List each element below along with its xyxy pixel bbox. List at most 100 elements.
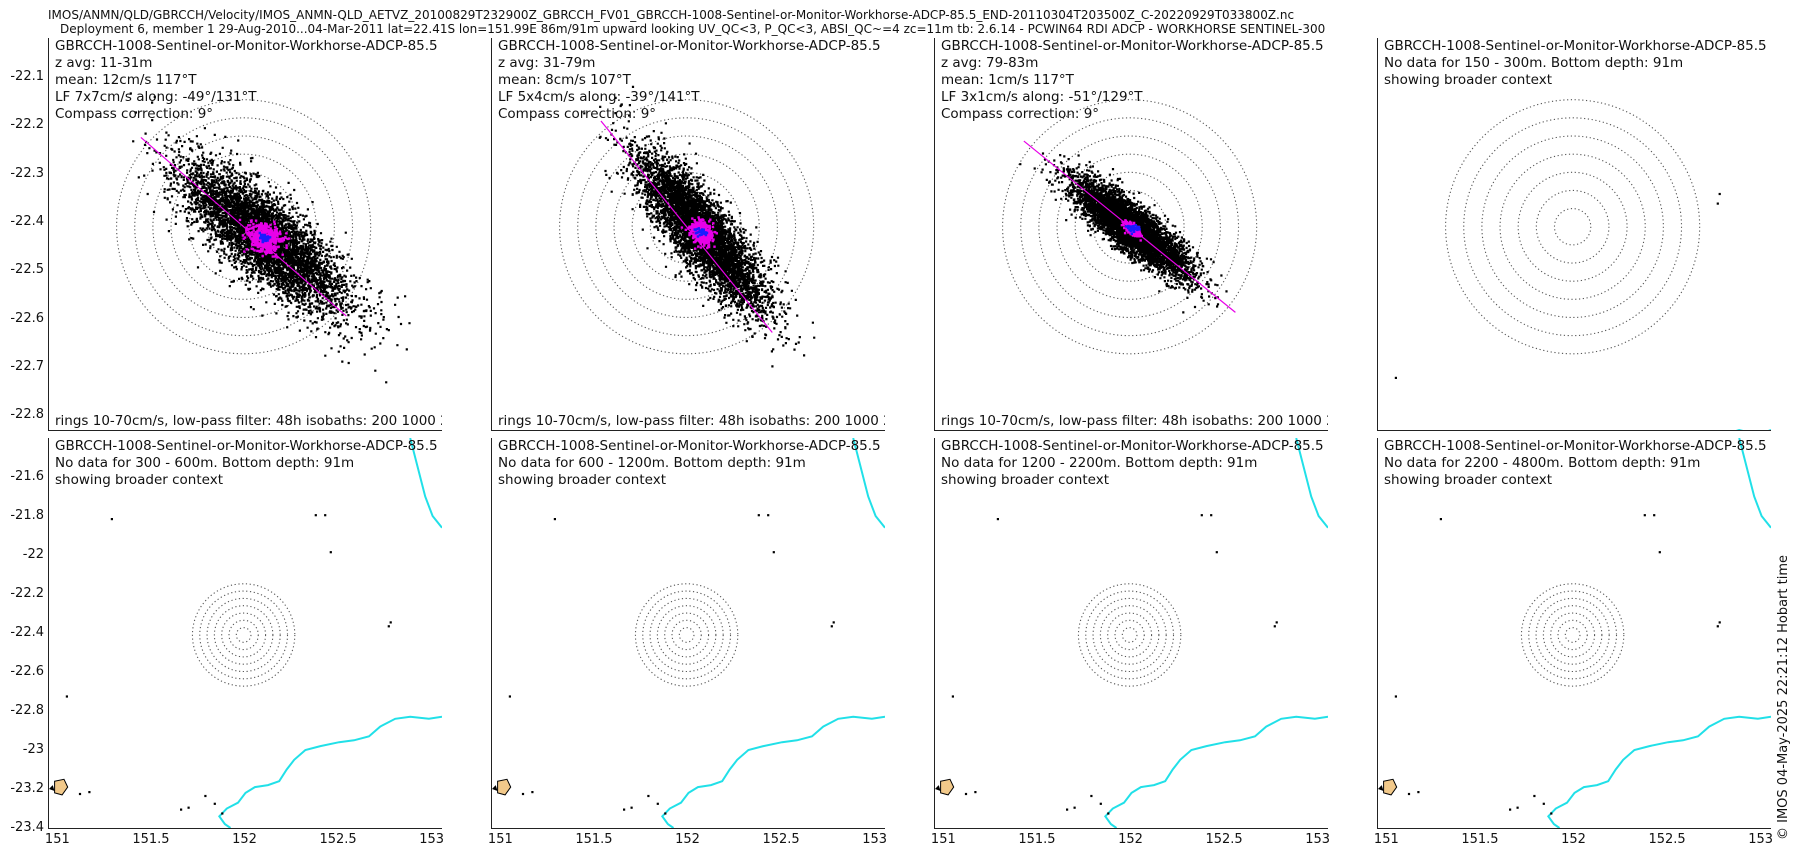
y-tick-label: -22.8 [10, 407, 44, 423]
mean-vector-points [258, 231, 272, 244]
subplot-context-map: GBRCCH-1008-Sentinel-or-Monitor-Workhors… [1377, 438, 1771, 829]
subplot-context-map: GBRCCH-1008-Sentinel-or-Monitor-Workhors… [48, 438, 442, 829]
annotation-line: Compass correction: 9° [941, 106, 1100, 122]
y-tick-label: -23.2 [10, 781, 44, 796]
annotation-line: showing broader context [1384, 72, 1553, 88]
ring-10cm-s [1564, 627, 1581, 643]
y-tick-label: -22.4 [10, 213, 44, 229]
y-tick-label: -21.8 [10, 508, 44, 523]
x-tick-label: 152 [1118, 832, 1143, 847]
credit-text: © IMOS 04-May-2025 22:21:12 Hobart time [1776, 555, 1791, 840]
annotation-line: showing broader context [55, 472, 224, 488]
ring-10cm-s [1121, 627, 1138, 643]
ring-10cm-s [1553, 208, 1592, 246]
x-tick-label: 152.5 [1205, 832, 1243, 847]
y-tick-label: -22.8 [10, 703, 44, 718]
ring-50cm-s [595, 135, 778, 319]
ring-60cm-s [1463, 117, 1683, 337]
ring-20cm-s [1114, 619, 1145, 651]
annotation-line: z avg: 11-31m [55, 55, 153, 71]
x-tick-label: 152.5 [762, 832, 800, 847]
annotation-line: mean: 12cm/s 117°T [55, 72, 197, 88]
subplot-annotation: GBRCCH-1008-Sentinel-or-Monitor-Workhors… [941, 38, 1324, 123]
annotation-line: No data for 600 - 1200m. Bottom depth: 9… [498, 455, 806, 471]
subplot-annotation: GBRCCH-1008-Sentinel-or-Monitor-Workhors… [55, 438, 438, 489]
x-tick-label: 152 [232, 832, 257, 847]
plot-area [1394, 99, 1771, 430]
y-tick-label: -23.4 [10, 820, 44, 835]
x-tick-label: 151 [1373, 832, 1399, 847]
y-tick-label: -22 [22, 547, 44, 562]
annotation-line: LF 7x7cm/s along: -49°/131°T [55, 89, 257, 105]
x-tick-label: 151 [487, 832, 513, 847]
ring-30cm-s [1550, 612, 1596, 658]
ring-50cm-s [206, 597, 281, 673]
plot-area [935, 438, 1328, 828]
plot-area [1378, 438, 1771, 828]
ring-70cm-s [1077, 583, 1182, 687]
plot-area [559, 85, 816, 368]
islands [65, 514, 392, 815]
x-tick-label: 151 [930, 832, 956, 847]
ring-30cm-s [631, 171, 742, 282]
ring-30cm-s [221, 612, 267, 658]
y-tick-label: -22.3 [10, 165, 44, 181]
ring-60cm-s [1528, 590, 1618, 680]
y-tick-label: -22.5 [10, 262, 44, 278]
subplot-footer: rings 10-70cm/s, low-pass filter: 48h is… [941, 413, 1328, 429]
speed-rings [634, 583, 739, 687]
coastline [1547, 438, 1771, 828]
plot-area [492, 438, 885, 828]
plot-area [49, 438, 442, 828]
ring-30cm-s [1517, 171, 1628, 282]
annotation-line: GBRCCH-1008-Sentinel-or-Monitor-Workhors… [55, 438, 438, 454]
speed-rings [1520, 583, 1625, 687]
x-tick-label: 151.5 [132, 832, 170, 847]
ring-70cm-s [116, 99, 372, 355]
ring-60cm-s [199, 590, 289, 680]
islands [508, 514, 835, 815]
annotation-line: showing broader context [1384, 472, 1553, 488]
speed-rings [191, 583, 296, 687]
subplot-annotation: GBRCCH-1008-Sentinel-or-Monitor-Workhors… [498, 438, 881, 489]
y-tick-label: -22.7 [10, 359, 44, 375]
land-patch [1378, 778, 1398, 796]
annotation-line: showing broader context [941, 472, 1110, 488]
ring-70cm-s [1445, 99, 1701, 355]
annotation-line: No data for 300 - 600m. Bottom depth: 91… [55, 455, 355, 471]
ring-40cm-s [1542, 605, 1603, 665]
annotation-line: z avg: 79-83m [941, 55, 1039, 71]
annotation-line: GBRCCH-1008-Sentinel-or-Monitor-Workhors… [1384, 438, 1767, 454]
y-tick-label: -22.4 [10, 625, 44, 640]
ring-10cm-s [235, 627, 252, 643]
ring-40cm-s [1499, 153, 1646, 300]
ring-30cm-s [1074, 171, 1185, 282]
y-tick-label: -23 [22, 742, 44, 757]
ring-20cm-s [228, 619, 259, 651]
y-tick-label: -22.6 [10, 664, 44, 679]
islands [951, 514, 1278, 815]
annotation-line: GBRCCH-1008-Sentinel-or-Monitor-Workhors… [55, 38, 438, 54]
ring-30cm-s [1107, 612, 1153, 658]
subplot-annotation: GBRCCH-1008-Sentinel-or-Monitor-Workhors… [941, 438, 1324, 489]
y-tick-label: -22.2 [10, 586, 44, 601]
islands [1394, 192, 1721, 379]
ring-40cm-s [656, 605, 717, 665]
principal-axis-line [600, 120, 773, 333]
ring-20cm-s [671, 619, 702, 651]
ring-10cm-s [678, 627, 695, 643]
subplot-footer: rings 10-70cm/s, low-pass filter: 48h is… [55, 413, 442, 429]
ring-30cm-s [188, 171, 299, 282]
mean-vector-points [1124, 224, 1141, 235]
x-tick-label: 153 [1748, 832, 1774, 847]
subplot-context-map: GBRCCH-1008-Sentinel-or-Monitor-Workhors… [934, 438, 1328, 829]
subplot-annotation: GBRCCH-1008-Sentinel-or-Monitor-Workhors… [55, 38, 438, 123]
subplot-current-rose: GBRCCH-1008-Sentinel-or-Monitor-Workhors… [491, 38, 885, 431]
annotation-line: LF 3x1cm/s along: -51°/129°T [941, 89, 1143, 105]
ring-50cm-s [1481, 135, 1664, 319]
subplot-context-map: GBRCCH-1008-Sentinel-or-Monitor-Workhors… [1377, 38, 1771, 431]
ring-70cm-s [1520, 583, 1625, 687]
speed-rings [1077, 583, 1182, 687]
x-tick-label: 152 [1561, 832, 1586, 847]
